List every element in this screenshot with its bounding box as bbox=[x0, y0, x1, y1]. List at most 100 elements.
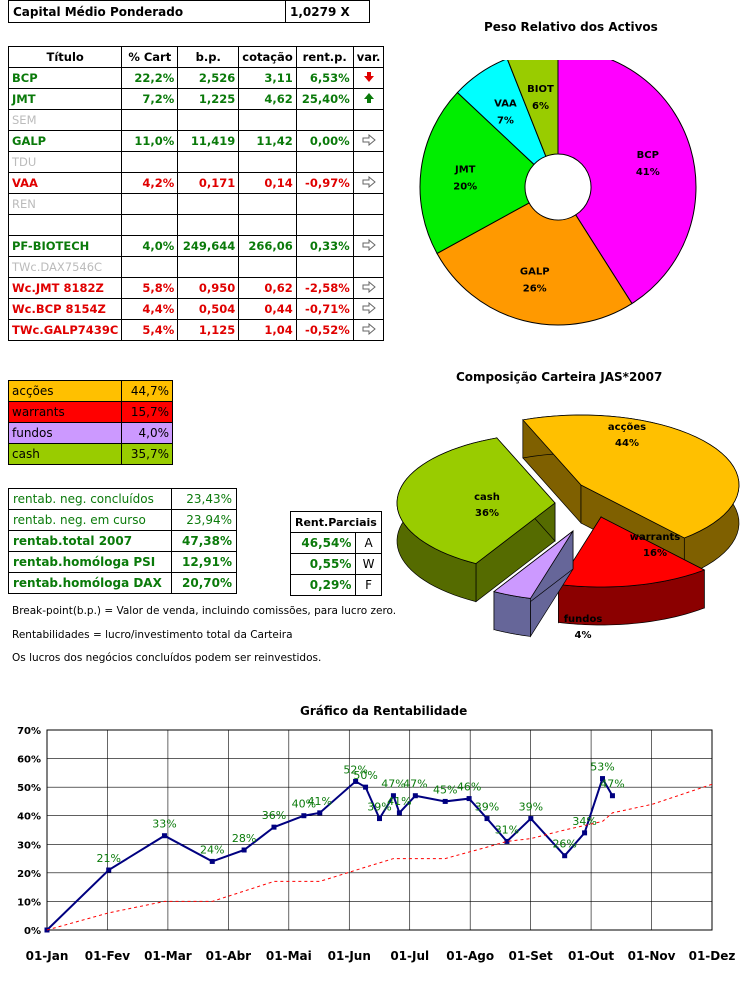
holding-bp bbox=[177, 151, 240, 173]
return-row: rentab.homóloga DAX 20,70% bbox=[8, 572, 237, 594]
donut-slice-biot bbox=[507, 60, 559, 157]
holding-rent bbox=[295, 193, 354, 215]
holding-bp: 0,950 bbox=[177, 277, 240, 299]
holding-row: BCP 22,2% 2,526 3,11 6,53% bbox=[7, 67, 385, 89]
data-label: 31% bbox=[495, 823, 519, 836]
partial-code: W bbox=[355, 553, 382, 575]
arrow-right-icon bbox=[362, 238, 376, 251]
pie3d-value: 4% bbox=[575, 630, 592, 641]
holding-pct bbox=[121, 193, 179, 215]
holding-name bbox=[7, 214, 123, 236]
data-label: 50% bbox=[353, 769, 377, 782]
holding-var bbox=[352, 298, 385, 320]
holding-cotacao bbox=[238, 193, 297, 215]
data-label: 41% bbox=[308, 795, 332, 808]
return-value: 23,43% bbox=[171, 488, 237, 510]
holding-name: REN bbox=[7, 193, 123, 215]
allocation-row: fundos 4,0% bbox=[8, 422, 173, 444]
data-point bbox=[106, 867, 112, 873]
data-label: 40% bbox=[292, 798, 316, 811]
pie3d-value: 44% bbox=[615, 438, 639, 449]
return-value: 23,94% bbox=[171, 509, 237, 531]
y-tick-label: 70% bbox=[17, 726, 41, 737]
data-point bbox=[209, 858, 215, 864]
allocation-value: 44,7% bbox=[121, 380, 173, 402]
data-label: 36% bbox=[262, 809, 286, 822]
holding-cotacao: 11,42 bbox=[238, 130, 297, 152]
data-point bbox=[466, 796, 472, 802]
arrow-right-icon bbox=[362, 280, 376, 293]
partial-value: 0,29% bbox=[289, 574, 357, 596]
donut-value: 41% bbox=[636, 167, 660, 178]
data-label: 26% bbox=[552, 838, 576, 851]
return-label: rentab.total 2007 bbox=[8, 530, 172, 552]
return-row: rentab. neg. em curso 23,94% bbox=[8, 509, 237, 531]
data-label: 46% bbox=[457, 781, 481, 794]
col-rent: rent.p. bbox=[295, 46, 354, 68]
col-var: var. bbox=[352, 46, 385, 68]
pie3d-slice-2 bbox=[493, 529, 574, 638]
holding-var bbox=[352, 67, 385, 89]
holding-name: Wc.BCP 8154Z bbox=[7, 298, 123, 320]
x-tick-label: 01-Mai bbox=[266, 949, 312, 963]
holding-var bbox=[352, 130, 385, 152]
y-tick-label: 10% bbox=[17, 897, 41, 908]
holding-pct bbox=[121, 214, 179, 236]
x-tick-label: 01-Jan bbox=[26, 949, 69, 963]
col-cotacao: cotação bbox=[238, 46, 297, 68]
rentabilidade-line-chart: 0% 10% 20% 30% 40% 50% 60% 70% 01-Jan 01-Fev 01-Ma… bbox=[17, 726, 735, 963]
pie3d-chart-title: Composição Carteira JAS*2007 bbox=[456, 370, 663, 384]
holding-rent bbox=[295, 256, 354, 278]
capital-table: Capital Médio Ponderado 1,0279 X bbox=[8, 0, 370, 23]
data-label: 28% bbox=[232, 832, 256, 845]
return-label: rentab. neg. em curso bbox=[8, 509, 172, 531]
donut-label: JMT bbox=[454, 164, 476, 175]
partial-value: 0,55% bbox=[289, 553, 357, 575]
partial-row: 0,55% W bbox=[289, 553, 382, 575]
holding-row: TWc.DAX7546C bbox=[7, 256, 385, 278]
allocation-label: fundos bbox=[8, 422, 122, 444]
holding-cotacao bbox=[238, 256, 297, 278]
return-row: rentab.homóloga PSI 12,91% bbox=[8, 551, 237, 573]
holding-rent: -0,97% bbox=[295, 172, 354, 194]
return-label: rentab. neg. concluídos bbox=[8, 488, 172, 510]
donut-chart-title: Peso Relativo dos Activos bbox=[484, 20, 658, 34]
data-label: 24% bbox=[200, 843, 224, 856]
data-point bbox=[609, 793, 615, 799]
col-titulo: Título bbox=[7, 46, 123, 68]
holding-rent bbox=[295, 214, 354, 236]
holding-var bbox=[352, 193, 385, 215]
y-tick-label: 0% bbox=[24, 926, 41, 937]
donut-value: 20% bbox=[453, 181, 477, 192]
holding-cotacao: 3,11 bbox=[238, 67, 297, 89]
data-label: 21% bbox=[96, 852, 120, 865]
partial-code: A bbox=[355, 532, 382, 554]
return-row: rentab. neg. concluídos 23,43% bbox=[8, 488, 237, 510]
holding-cotacao bbox=[238, 151, 297, 173]
holding-pct: 11,0% bbox=[121, 130, 179, 152]
donut-slice-bcp bbox=[557, 60, 697, 305]
allocation-row: warrants 15,7% bbox=[8, 401, 173, 423]
donut-label: BCP bbox=[637, 150, 659, 161]
allocation-value: 15,7% bbox=[121, 401, 173, 423]
holding-cotacao bbox=[238, 109, 297, 131]
return-value: 20,70% bbox=[171, 572, 237, 594]
holding-row: TDU bbox=[7, 151, 385, 173]
x-tick-label: 01-Ago bbox=[446, 949, 494, 963]
donut-label: VAA bbox=[494, 99, 517, 110]
holding-rent: -2,58% bbox=[295, 277, 354, 299]
holding-pct bbox=[121, 151, 179, 173]
donut-value: 26% bbox=[523, 284, 547, 295]
data-point bbox=[412, 793, 418, 799]
holding-var bbox=[352, 319, 385, 341]
holding-pct bbox=[121, 256, 179, 278]
returns-table: rentab. neg. concluídos 23,43% rentab. neg… bbox=[8, 488, 237, 594]
x-tick-label: 01-Jun bbox=[328, 949, 371, 963]
data-point bbox=[271, 824, 277, 830]
holding-rent: 25,40% bbox=[295, 88, 354, 110]
data-point bbox=[377, 816, 382, 822]
holding-row bbox=[7, 214, 385, 236]
holding-cotacao: 1,04 bbox=[238, 319, 297, 341]
data-label: 34% bbox=[572, 815, 596, 828]
data-label: 33% bbox=[152, 818, 176, 831]
